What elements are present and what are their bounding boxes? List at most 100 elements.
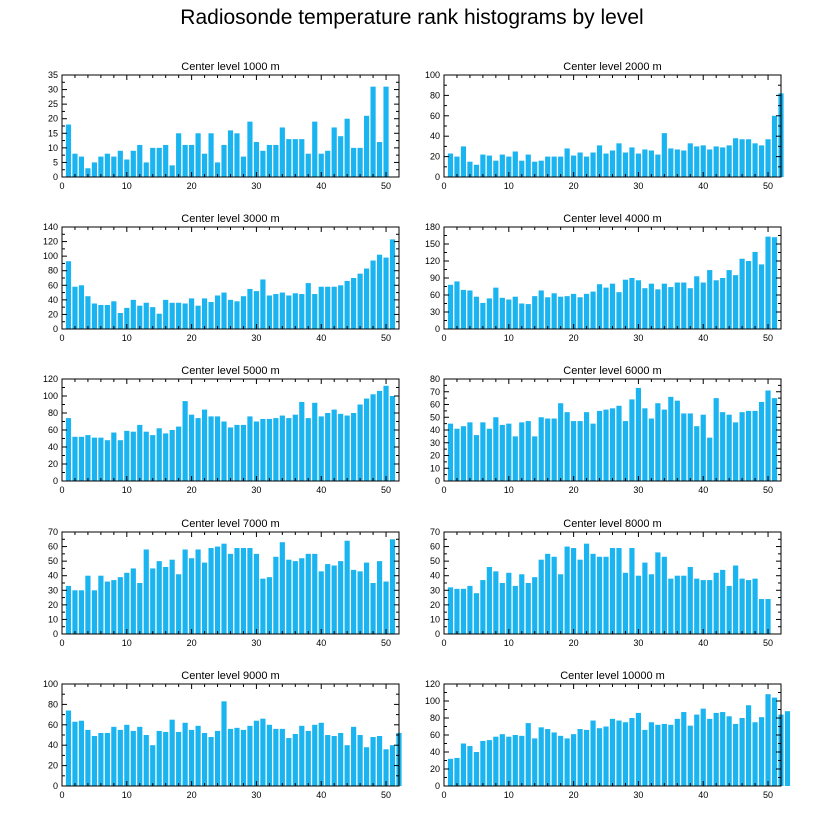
x-tick-label: 30: [251, 181, 261, 191]
histogram-bar: [460, 743, 467, 786]
x-tick-label: 50: [763, 333, 773, 343]
histogram-bar: [681, 413, 687, 481]
histogram-bar: [499, 583, 505, 634]
histogram-bar: [499, 424, 505, 481]
histogram-bar: [247, 121, 253, 177]
histogram-bar: [357, 404, 363, 481]
histogram-bar: [700, 580, 706, 634]
histogram-bar: [182, 401, 188, 481]
histogram-bar: [758, 717, 765, 786]
histogram-bar: [661, 556, 667, 634]
histogram-bar: [286, 738, 292, 786]
histogram-bar: [98, 156, 104, 177]
y-tick-label: 80: [48, 699, 58, 709]
histogram-bar: [234, 424, 240, 481]
histogram-bar: [176, 302, 182, 329]
histogram-bar: [117, 440, 123, 481]
histogram-bar: [189, 298, 195, 329]
histogram-bar: [668, 148, 674, 177]
histogram-bar: [525, 304, 531, 329]
histogram-bar: [506, 423, 512, 482]
histogram-bar: [726, 585, 732, 634]
x-tick-label: 20: [187, 638, 197, 648]
histogram-bar: [318, 416, 324, 481]
histogram-bar: [577, 297, 583, 329]
histogram-bar: [545, 297, 551, 329]
histogram-bar: [700, 414, 706, 481]
y-tick-label: 30: [48, 85, 58, 95]
histogram-bar: [208, 302, 214, 329]
histogram-bar: [137, 424, 143, 481]
chart-panel-6: Center level 6000 m 0 10 20 30 40 50 60 70 80 0 10 2…: [430, 365, 782, 495]
histogram-bar: [596, 556, 603, 634]
histogram-bar: [266, 577, 272, 634]
histogram-bar: [253, 421, 260, 481]
y-tick-label: 0: [435, 324, 440, 334]
histogram-bar: [707, 437, 713, 481]
histogram-bar: [512, 735, 518, 786]
y-tick-label: 20: [430, 451, 440, 461]
histogram-bar: [364, 562, 370, 634]
histogram-bar: [467, 161, 473, 177]
histogram-bar: [681, 575, 687, 634]
histogram-bar: [260, 279, 266, 329]
histogram-bar: [273, 418, 279, 481]
x-tick-label: 30: [251, 638, 261, 648]
histogram-bar: [318, 722, 324, 786]
histogram-bar: [130, 431, 136, 481]
histogram-bar: [616, 720, 622, 786]
x-tick-label: 40: [698, 333, 708, 343]
histogram-bar: [454, 428, 460, 481]
y-tick-label: 5: [53, 157, 58, 167]
histogram-bar: [286, 139, 292, 177]
histogram-bar: [117, 312, 123, 329]
histogram-bar: [91, 736, 97, 786]
histogram-bar: [538, 160, 544, 177]
histogram-bar: [130, 568, 136, 634]
histogram-bar: [376, 390, 383, 481]
histogram-bar: [389, 239, 396, 329]
histogram-bar: [499, 297, 505, 329]
chart-panel-3: Center level 3000 m 0 20 40 60 80 100 120 140 0 10…: [43, 213, 400, 343]
histogram-bar: [72, 590, 78, 634]
histogram-bar: [182, 303, 188, 329]
histogram-bar: [758, 599, 765, 634]
histogram-bar: [104, 732, 110, 786]
histogram-bar: [681, 282, 687, 329]
histogram-bar: [674, 282, 680, 329]
histogram-bar: [253, 553, 260, 634]
histogram-bar: [609, 150, 616, 177]
histogram-bar: [163, 566, 169, 634]
y-tick-label: 60: [430, 111, 440, 121]
histogram-bar: [758, 264, 765, 329]
x-tick-label: 30: [633, 790, 643, 800]
histogram-bar: [648, 418, 654, 481]
y-tick-label: 10: [48, 614, 58, 624]
histogram-bar: [163, 299, 169, 329]
y-tick-label: 30: [48, 585, 58, 595]
y-tick-label: 80: [430, 374, 440, 384]
panel-title: Center level 4000 m: [563, 213, 661, 225]
histogram-bar: [648, 722, 654, 786]
histogram-bar: [486, 298, 492, 329]
histogram-bar: [227, 130, 234, 177]
histogram-bar: [344, 745, 350, 786]
histogram-bar: [389, 396, 396, 481]
histogram-bar: [325, 735, 331, 786]
histogram-bar: [765, 236, 771, 329]
histogram-bar: [493, 417, 499, 481]
y-tick-label: 0: [435, 629, 440, 639]
histogram-bar: [143, 735, 149, 786]
y-tick-label: 60: [430, 730, 440, 740]
y-tick-label: 40: [48, 740, 58, 750]
histogram-bar: [299, 139, 305, 177]
histogram-bar: [603, 287, 609, 329]
x-tick-label: 50: [763, 181, 773, 191]
histogram-bar: [642, 562, 648, 634]
histogram-bar: [195, 305, 201, 329]
x-tick-label: 0: [441, 638, 446, 648]
histogram-bar: [538, 290, 544, 329]
histogram-bar: [752, 722, 758, 786]
histogram-bar: [545, 418, 551, 481]
histogram-bar: [85, 168, 91, 177]
